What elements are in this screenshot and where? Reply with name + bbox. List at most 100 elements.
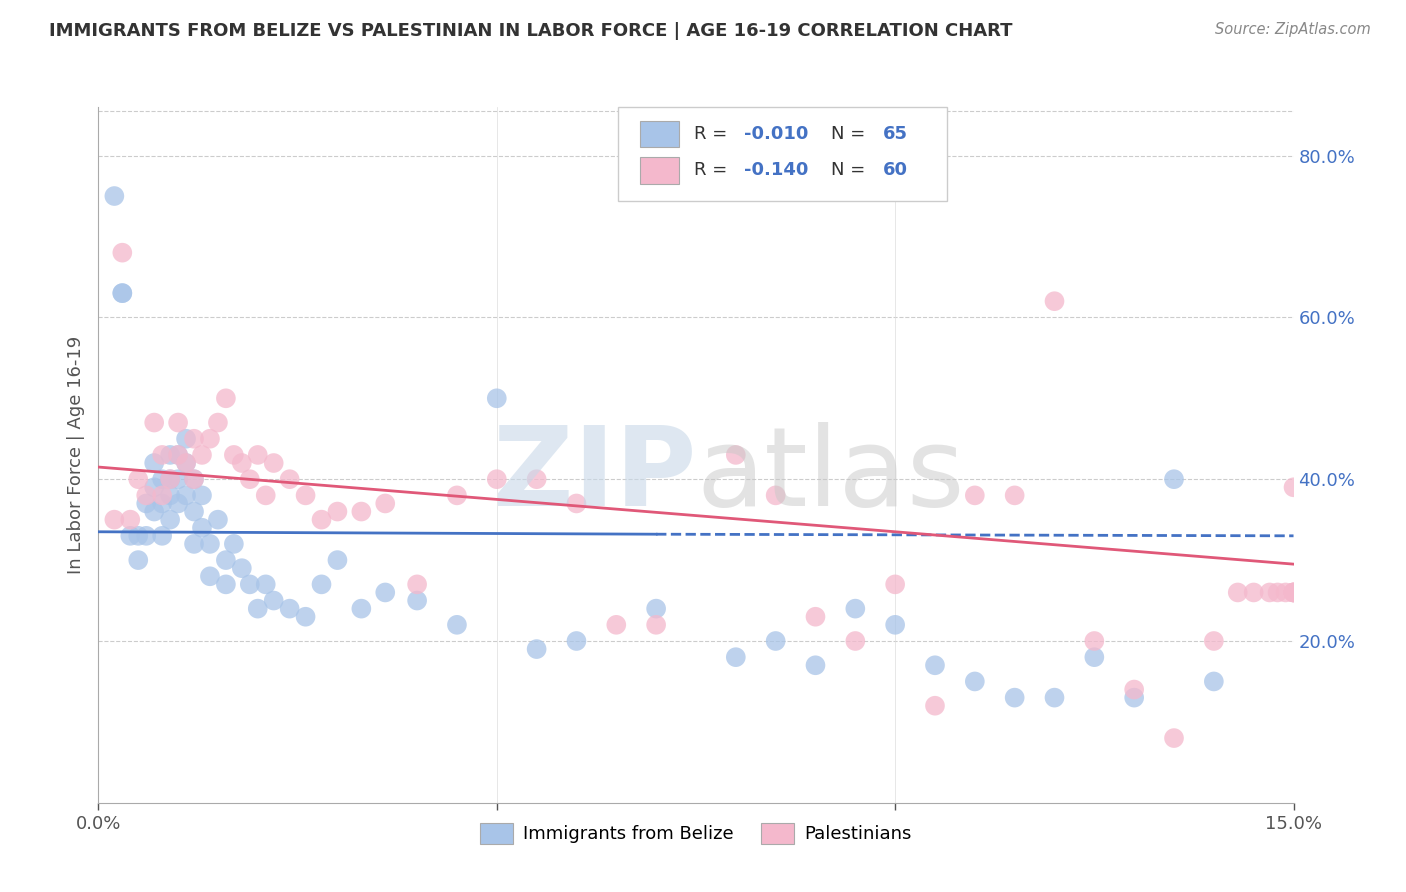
Point [1282,480,1305,494]
Point [150,496,173,510]
Point [1202,674,1225,689]
Text: N =: N = [831,125,870,144]
Point [924,698,946,713]
Text: 65: 65 [883,125,907,144]
Point [645,617,668,632]
Point [311,513,333,527]
Point [207,513,229,527]
Point [191,448,214,462]
Point [263,593,285,607]
FancyBboxPatch shape [619,107,948,201]
Point [150,529,173,543]
Point [167,416,190,430]
Point [605,617,627,632]
Point [111,286,134,301]
Point [1083,650,1105,665]
Point [174,432,197,446]
Point [215,577,238,591]
Point [143,480,166,494]
Point [406,593,429,607]
Point [374,496,396,510]
Point [143,416,166,430]
Point [183,504,205,518]
Text: -0.010: -0.010 [744,125,808,144]
Point [120,529,142,543]
Point [183,472,205,486]
Point [143,504,166,518]
Point [374,585,396,599]
Point [191,521,214,535]
Legend: Immigrants from Belize, Palestinians: Immigrants from Belize, Palestinians [471,814,921,853]
Point [174,456,197,470]
Point [526,472,548,486]
Point [844,634,866,648]
Text: atlas: atlas [696,422,965,529]
Point [150,472,173,486]
Point [191,488,214,502]
Point [239,472,262,486]
Point [263,456,285,470]
Text: Source: ZipAtlas.com: Source: ZipAtlas.com [1215,22,1371,37]
Point [174,488,197,502]
Point [231,456,253,470]
Point [239,577,262,591]
Point [222,448,245,462]
Point [183,472,205,486]
Point [765,634,787,648]
Point [963,488,986,502]
Point [406,577,429,591]
Point [183,432,205,446]
Point [1274,585,1296,599]
Text: ZIP: ZIP [492,422,696,529]
Point [159,448,181,462]
Point [135,488,157,502]
Point [350,504,373,518]
Point [311,577,333,591]
Point [198,537,221,551]
Point [1043,690,1066,705]
FancyBboxPatch shape [640,121,679,147]
Point [446,488,468,502]
Point [804,658,827,673]
Point [350,601,373,615]
Point [565,634,588,648]
Point [254,577,277,591]
Point [924,658,946,673]
Point [215,553,238,567]
Point [526,642,548,657]
Y-axis label: In Labor Force | Age 16-19: In Labor Force | Age 16-19 [66,335,84,574]
Point [1243,585,1265,599]
FancyBboxPatch shape [640,157,679,184]
Text: R =: R = [693,125,733,144]
Point [963,674,986,689]
Point [294,609,316,624]
Point [167,448,190,462]
Point [111,286,134,301]
Point [1163,731,1185,745]
Point [1043,294,1066,309]
Point [326,553,349,567]
Point [143,456,166,470]
Point [198,432,221,446]
Point [446,617,468,632]
Point [215,392,238,406]
Point [159,472,181,486]
Point [135,529,157,543]
Text: N =: N = [831,161,870,179]
Point [278,472,301,486]
Point [120,513,142,527]
Point [485,472,508,486]
Text: 60: 60 [883,161,907,179]
Point [174,456,197,470]
Point [1282,585,1305,599]
Point [884,577,907,591]
Point [1282,585,1305,599]
Point [724,650,747,665]
Point [1282,585,1305,599]
Point [135,496,157,510]
Point [167,472,190,486]
Point [246,448,269,462]
Point [246,601,269,615]
Point [103,189,125,203]
Point [127,529,149,543]
